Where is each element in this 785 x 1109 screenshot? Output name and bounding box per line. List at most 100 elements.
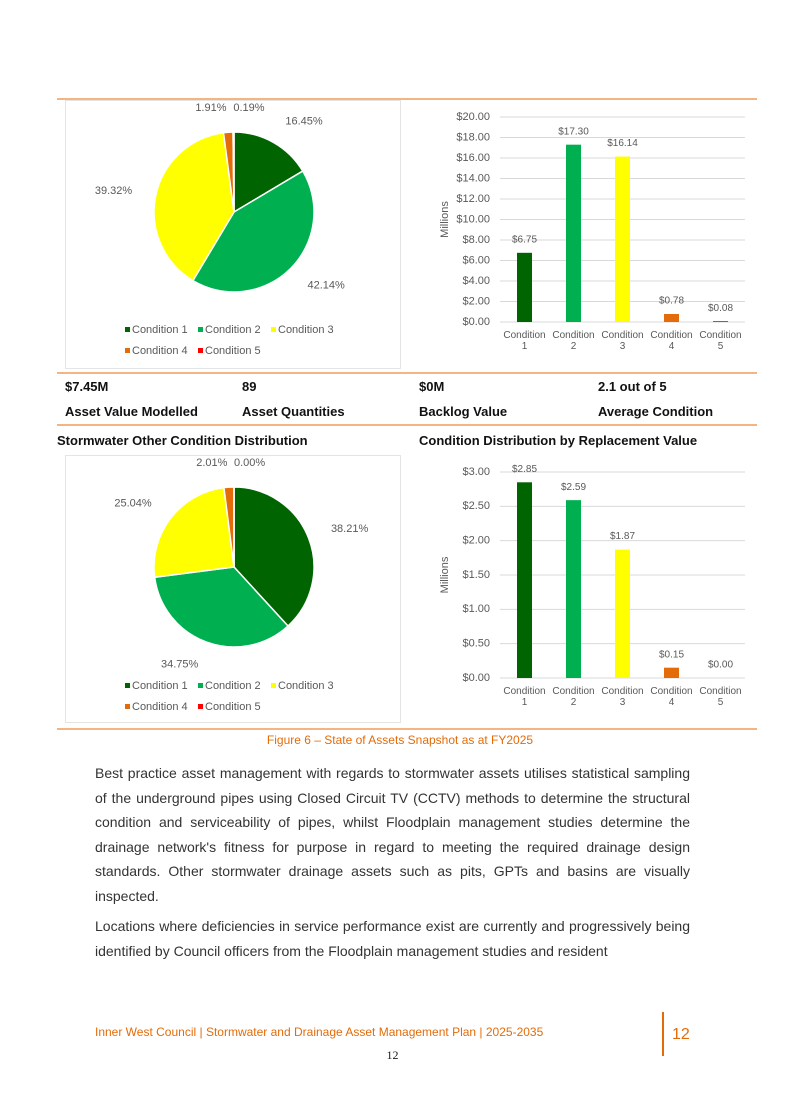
pie-value-label: 2.01% bbox=[196, 457, 227, 469]
y-tick-label: $20.00 bbox=[456, 111, 490, 123]
x-tick-label: Condition 4 bbox=[650, 330, 693, 352]
stat-value: $0M bbox=[419, 379, 445, 394]
x-tick-label: Condition 2 bbox=[552, 686, 595, 708]
pie-value-label: 42.14% bbox=[307, 280, 345, 292]
x-tick-label-box: Condition 3 bbox=[601, 330, 644, 352]
bar-value-label: $0.00 bbox=[708, 660, 733, 671]
body-paragraph: Locations where deficiencies in service … bbox=[95, 918, 690, 959]
y-tick-label: $10.00 bbox=[456, 213, 490, 225]
y-tick-label: $1.50 bbox=[462, 569, 490, 581]
x-tick-label: Condition 4 bbox=[650, 686, 693, 708]
bar-value-label: $0.08 bbox=[708, 303, 733, 314]
stat-label: Average Condition bbox=[598, 404, 714, 419]
bar bbox=[517, 482, 532, 678]
bar-value-label: $16.14 bbox=[607, 138, 638, 149]
legend-label: Condition 3 bbox=[278, 680, 334, 692]
y-tick-label: $0.00 bbox=[462, 672, 490, 684]
stat-value: 2.1 out of 5 bbox=[598, 379, 667, 394]
legend-label: Condition 5 bbox=[205, 701, 261, 713]
bar bbox=[517, 252, 532, 322]
y-tick-label: $8.00 bbox=[462, 234, 490, 246]
legend-swatch bbox=[125, 704, 130, 709]
bar-value-label: $6.75 bbox=[512, 234, 537, 245]
pie-value-label: 1.91% bbox=[195, 102, 226, 114]
legend-label: Condition 3 bbox=[278, 324, 334, 336]
bar bbox=[566, 500, 581, 678]
x-tick-label: Condition 5 bbox=[699, 686, 742, 708]
x-tick-label: Condition 1 bbox=[503, 330, 546, 352]
x-tick-label-box: Condition 4 bbox=[650, 330, 693, 352]
x-tick-label-box: Condition 3 bbox=[601, 686, 643, 708]
stat-label: Asset Value Modelled bbox=[65, 404, 198, 419]
x-tick-label-box: Condition 2 bbox=[552, 330, 595, 352]
x-tick-label: Condition 1 bbox=[503, 686, 546, 708]
chart-title: Stormwater Other Condition Distribution bbox=[57, 433, 308, 448]
bar-value-label: $2.59 bbox=[561, 482, 586, 493]
stat-label: Backlog Value bbox=[419, 404, 508, 419]
y-axis-label: Millions bbox=[439, 201, 451, 238]
pie-value-label: 16.45% bbox=[285, 115, 323, 127]
legend-swatch bbox=[271, 683, 276, 688]
pie-value-label: 34.75% bbox=[161, 659, 199, 671]
stat-value: 89 bbox=[242, 379, 257, 394]
legend-swatch bbox=[198, 348, 203, 353]
chart-frame bbox=[65, 100, 401, 369]
y-tick-label: $2.50 bbox=[462, 500, 490, 512]
pie-slice bbox=[232, 131, 235, 213]
x-tick-label-box: Condition 4 bbox=[650, 686, 693, 708]
footer-text: Inner West Council | Stormwater and Drai… bbox=[95, 1025, 544, 1039]
bar bbox=[615, 549, 630, 678]
page-badge: 12 bbox=[672, 1026, 690, 1043]
pie-value-label: 0.19% bbox=[233, 102, 264, 114]
legend-swatch bbox=[125, 348, 130, 353]
bar-value-label: $0.78 bbox=[659, 296, 684, 307]
pie-slice bbox=[153, 131, 235, 282]
bar bbox=[713, 321, 728, 322]
pie-value-label: 39.32% bbox=[95, 185, 133, 197]
body-paragraph: Best practice asset management with rega… bbox=[95, 765, 690, 904]
bar bbox=[664, 667, 679, 678]
pie-slice bbox=[233, 131, 304, 214]
pie-slice bbox=[233, 486, 315, 628]
y-tick-label: $2.00 bbox=[462, 295, 490, 307]
x-tick-label-box: Condition 5 bbox=[699, 330, 741, 352]
pie-slice bbox=[153, 486, 235, 579]
x-tick-label-box: Condition 1 bbox=[503, 686, 546, 708]
y-tick-label: $14.00 bbox=[456, 172, 490, 184]
legend-label: Condition 1 bbox=[132, 324, 188, 336]
pie-slice bbox=[191, 170, 315, 293]
bar bbox=[664, 314, 679, 322]
bar-value-label: $17.30 bbox=[558, 126, 589, 137]
y-tick-label: $4.00 bbox=[462, 275, 490, 287]
chart-title: Condition Distribution by Replacement Va… bbox=[419, 433, 698, 448]
bar-value-label: $1.87 bbox=[610, 531, 635, 542]
legend-label: Condition 1 bbox=[132, 680, 188, 692]
figure-caption: Figure 6 – State of Assets Snapshot as a… bbox=[266, 733, 534, 747]
y-axis-label: Millions bbox=[439, 556, 451, 593]
legend-swatch bbox=[271, 327, 276, 332]
pie-value-label: 38.21% bbox=[331, 523, 369, 535]
page-number: 12 bbox=[386, 1048, 399, 1062]
pie-slice bbox=[153, 566, 290, 648]
x-tick-label: Condition 2 bbox=[552, 330, 595, 352]
legend-swatch bbox=[125, 327, 130, 332]
pie-value-label: 25.04% bbox=[114, 497, 152, 509]
bar bbox=[615, 156, 630, 322]
y-tick-label: $1.00 bbox=[462, 603, 490, 615]
y-tick-label: $0.50 bbox=[462, 638, 490, 650]
legend-swatch bbox=[198, 683, 203, 688]
y-tick-label: $6.00 bbox=[462, 254, 490, 266]
bar bbox=[566, 144, 581, 322]
legend-swatch bbox=[125, 683, 130, 688]
y-tick-label: $12.00 bbox=[456, 193, 490, 205]
legend-label: Condition 2 bbox=[205, 680, 261, 692]
legend-label: Condition 4 bbox=[132, 345, 188, 357]
legend-label: Condition 5 bbox=[205, 345, 261, 357]
y-tick-label: $0.00 bbox=[462, 316, 490, 328]
chart-frame bbox=[65, 455, 401, 723]
x-tick-label-box: Condition 1 bbox=[503, 330, 546, 352]
x-tick-label-box: Condition 2 bbox=[552, 686, 595, 708]
x-tick-label: Condition 3 bbox=[601, 330, 644, 352]
y-tick-label: $16.00 bbox=[456, 152, 490, 164]
